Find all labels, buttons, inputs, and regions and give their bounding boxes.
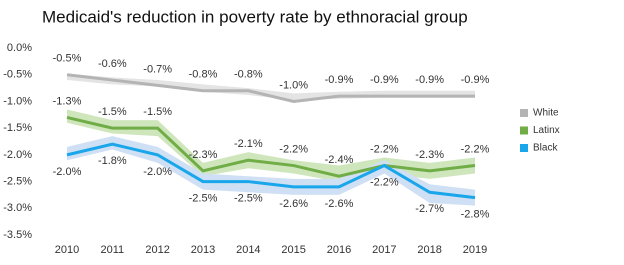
data-label: -2.2% (461, 143, 490, 155)
data-label: -0.9% (461, 74, 490, 86)
series-line (66, 142, 476, 200)
data-label: -1.3% (53, 95, 82, 107)
confidence-band (67, 109, 475, 182)
y-tick-label: -1.0% (3, 95, 32, 107)
y-tick-label: -2.0% (3, 149, 32, 161)
data-label: -2.5% (234, 192, 263, 204)
series-line (66, 115, 476, 178)
data-label: -0.6% (98, 58, 127, 70)
x-tick-label: 2019 (463, 244, 487, 256)
legend-swatch (520, 126, 528, 135)
legend-swatch (520, 144, 528, 152)
data-label: -1.8% (98, 155, 127, 167)
y-tick-label: -3.0% (3, 202, 32, 214)
data-label: -2.3% (189, 149, 218, 161)
data-label: -2.6% (279, 198, 308, 210)
y-tick-label: 0.0% (7, 42, 32, 54)
y-tick-label: -1.5% (3, 122, 32, 134)
confidence-band (67, 73, 475, 101)
x-tick-label: 2016 (327, 244, 351, 256)
y-tick-label: -0.5% (3, 69, 32, 81)
x-tick-label: 2011 (101, 244, 125, 256)
data-label: -2.2% (370, 176, 399, 188)
legend-label: Black (533, 143, 558, 154)
data-label: -2.2% (279, 143, 308, 155)
data-label: -0.9% (325, 74, 354, 86)
legend-label: Latinx (533, 125, 560, 136)
data-label: -0.5% (53, 53, 82, 65)
data-label: -1.5% (98, 106, 127, 118)
data-label: -2.7% (415, 203, 444, 215)
series-line (66, 73, 475, 103)
data-label: -2.8% (461, 209, 490, 221)
data-label: -0.7% (143, 63, 172, 75)
data-label: -0.9% (415, 74, 444, 86)
data-label: -2.0% (143, 166, 172, 178)
data-label: -0.9% (370, 74, 399, 86)
chart-title: Medicaid's reduction in poverty rate by … (42, 7, 468, 26)
data-label: -0.8% (234, 69, 263, 81)
data-label: -2.3% (415, 149, 444, 161)
x-tick-label: 2014 (236, 244, 260, 256)
legend-label: White (533, 108, 559, 119)
data-label: -2.2% (370, 143, 399, 155)
x-tick-label: 2012 (145, 244, 169, 256)
data-label: -1.5% (143, 106, 172, 118)
x-tick-label: 2015 (281, 244, 305, 256)
y-tick-label: -2.5% (3, 175, 32, 187)
data-label: -2.4% (325, 154, 354, 166)
x-tick-label: 2017 (372, 244, 396, 256)
data-label: -2.1% (234, 138, 263, 150)
x-tick-label: 2013 (191, 244, 215, 256)
y-tick-label: -3.5% (3, 229, 32, 241)
data-label: -2.6% (325, 198, 354, 210)
x-tick-label: 2010 (55, 244, 79, 256)
data-label: -2.5% (189, 192, 218, 204)
confidence-band (67, 136, 475, 206)
legend-swatch (520, 109, 528, 117)
data-label: -0.8% (189, 69, 218, 81)
x-tick-label: 2018 (417, 244, 441, 256)
data-label: -2.0% (53, 166, 82, 178)
data-label: -1.0% (279, 79, 308, 91)
